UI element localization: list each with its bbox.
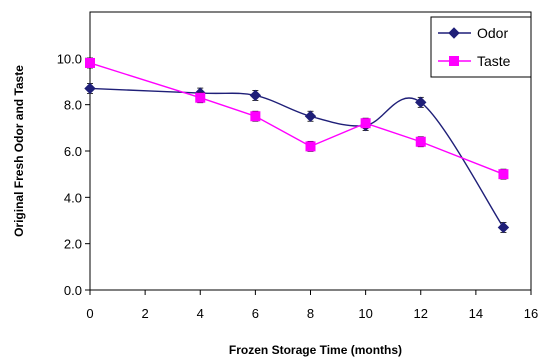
y-tick-label: 0.0 [64, 283, 82, 298]
series-layer [84, 57, 510, 234]
data-point-taste [250, 111, 261, 122]
legend-item-odor: Odor [438, 25, 508, 41]
data-point-odor [415, 96, 427, 109]
legend-label: Taste [477, 53, 511, 69]
x-tick-label: 6 [252, 306, 259, 321]
legend-box [430, 16, 532, 78]
legend-item-taste: Taste [438, 53, 511, 69]
y-axis-title: Original Fresh Odor and Taste [12, 65, 26, 237]
data-point-odor [304, 110, 317, 122]
data-point-taste [195, 92, 206, 103]
legend-label: Odor [477, 25, 508, 41]
data-point-taste [498, 169, 509, 180]
data-point-taste [305, 141, 316, 152]
x-tick-label: 2 [142, 306, 149, 321]
x-axis-title: Frozen Storage Time (months) [229, 343, 402, 357]
data-point-taste [360, 118, 371, 129]
y-tick-label: 10.0 [57, 51, 82, 66]
data-point-odor [249, 89, 262, 102]
y-tick-label: 6.0 [64, 144, 82, 159]
x-tick-label: 16 [524, 306, 538, 321]
data-point-odor [497, 221, 510, 234]
data-point-taste [415, 136, 426, 147]
y-tick-label: 2.0 [64, 237, 82, 252]
y-axis-ticks: 0.0 2.0 4.0 6.0 8.0 10.0 [57, 51, 90, 298]
y-tick-label: 4.0 [64, 190, 82, 205]
x-tick-label: 4 [197, 306, 204, 321]
y-tick-label: 8.0 [64, 98, 82, 113]
data-point-odor [84, 82, 96, 95]
x-tick-label: 10 [358, 306, 372, 321]
legend-marker [449, 56, 459, 66]
series-taste [85, 57, 509, 180]
x-tick-label: 0 [86, 306, 93, 321]
x-axis-ticks: 0 2 4 6 8 10 12 14 16 [86, 290, 538, 321]
legend-marker [448, 27, 460, 39]
x-tick-label: 8 [307, 306, 314, 321]
x-tick-label: 12 [414, 306, 428, 321]
x-tick-label: 14 [469, 306, 483, 321]
legend: Odor Taste [430, 16, 532, 78]
data-point-taste [85, 57, 95, 68]
